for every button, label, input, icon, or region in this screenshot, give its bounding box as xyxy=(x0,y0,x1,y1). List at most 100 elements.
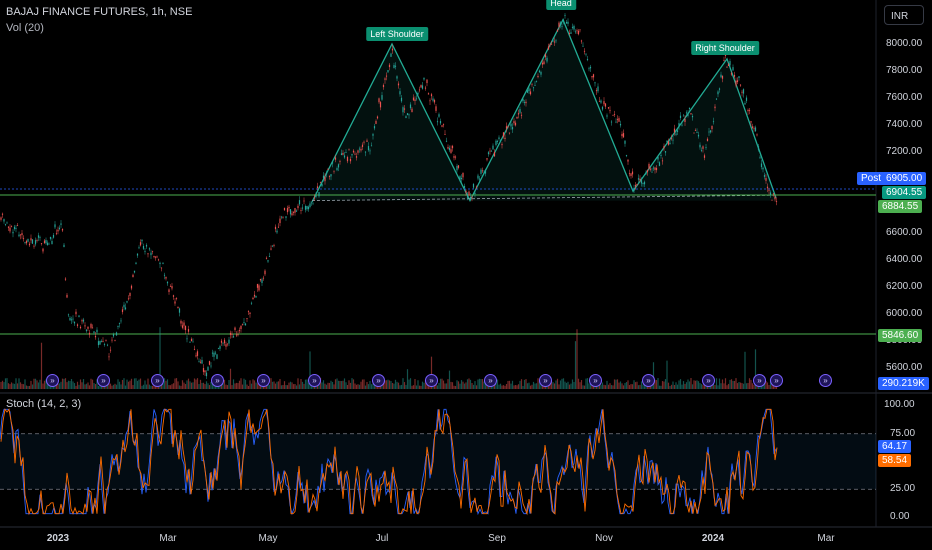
candle-body xyxy=(304,206,307,210)
volume-bar xyxy=(564,381,566,389)
volume-bar xyxy=(349,382,352,389)
right-shoulder-label[interactable]: Right Shoulder xyxy=(691,41,759,55)
volume-bar xyxy=(234,383,236,389)
volume-bar xyxy=(639,384,641,389)
volume-bar xyxy=(151,385,154,389)
volume-bar xyxy=(697,381,700,389)
volume-bar xyxy=(726,385,728,389)
candle-body xyxy=(513,121,515,124)
volume-bar xyxy=(673,385,676,389)
event-icon[interactable]: » xyxy=(211,374,224,387)
candle-body xyxy=(43,240,46,244)
currency-button[interactable]: INR xyxy=(884,5,924,25)
event-icon[interactable]: » xyxy=(484,374,497,387)
candle-body xyxy=(276,230,278,233)
volume-bar xyxy=(223,379,226,389)
volume-bar xyxy=(142,384,145,389)
candle-body xyxy=(279,218,281,224)
event-icon[interactable]: » xyxy=(151,374,164,387)
event-icon[interactable]: » xyxy=(308,374,321,387)
volume-bar xyxy=(384,380,386,389)
candle-body xyxy=(106,344,109,346)
volume-bar xyxy=(90,378,92,389)
event-icon[interactable]: » xyxy=(372,374,385,387)
volume-bar xyxy=(694,380,697,389)
volume-bar xyxy=(24,379,26,389)
candle-body xyxy=(240,325,242,330)
candle-body xyxy=(105,340,107,342)
candle-body xyxy=(468,191,470,196)
event-icon[interactable]: » xyxy=(46,374,59,387)
event-icon[interactable]: » xyxy=(539,374,552,387)
event-icon[interactable]: » xyxy=(257,374,270,387)
event-icon[interactable]: » xyxy=(753,374,766,387)
candle-body xyxy=(496,140,499,142)
candle-body xyxy=(756,134,758,136)
volume-bar xyxy=(765,380,767,389)
volume-bar xyxy=(370,384,373,389)
volume-bar xyxy=(721,379,724,389)
candle-body xyxy=(642,183,644,184)
volume-bar xyxy=(600,384,602,389)
volume-bar xyxy=(247,385,250,389)
candle-body xyxy=(672,139,674,141)
candle-body xyxy=(52,234,55,238)
candle-body xyxy=(376,116,379,119)
candle-body xyxy=(33,245,35,247)
event-icon[interactable]: » xyxy=(770,374,783,387)
volume-bar xyxy=(93,382,95,389)
candle-body xyxy=(393,64,395,69)
volume-bar xyxy=(732,380,734,389)
candle-body xyxy=(73,321,76,324)
candle-body xyxy=(660,154,662,156)
volume-bar xyxy=(478,378,481,389)
event-icon[interactable]: » xyxy=(425,374,438,387)
volume-bar xyxy=(744,351,746,389)
candle-body xyxy=(321,183,323,187)
volume-bar xyxy=(129,380,131,389)
volume-bar xyxy=(579,382,581,389)
head-label[interactable]: Head xyxy=(546,0,576,10)
symbol-legend[interactable]: BAJAJ FINANCE FUTURES, 1h, NSE xyxy=(6,6,193,18)
volume-bar xyxy=(577,378,580,389)
event-icon[interactable]: » xyxy=(702,374,715,387)
volume-bar xyxy=(235,382,238,389)
left-shoulder-label[interactable]: Left Shoulder xyxy=(366,27,428,41)
volume-bar xyxy=(420,385,422,389)
volume-bar xyxy=(285,385,287,389)
volume-bar xyxy=(322,380,325,389)
volume-bar xyxy=(202,382,205,389)
volume-bar xyxy=(210,381,212,389)
candle-body xyxy=(723,60,725,61)
event-icon[interactable]: » xyxy=(819,374,832,387)
candle-body xyxy=(97,341,100,346)
volume-bar xyxy=(72,381,74,389)
volume-legend[interactable]: Vol (20) xyxy=(6,22,44,34)
candle-body xyxy=(502,132,505,137)
stoch-legend[interactable]: Stoch (14, 2, 3) xyxy=(6,398,82,410)
volume-bar xyxy=(766,382,769,389)
event-icon[interactable]: » xyxy=(589,374,602,387)
event-icon[interactable]: » xyxy=(642,374,655,387)
candle-body xyxy=(114,340,116,342)
candle-body xyxy=(486,158,488,160)
candle-body xyxy=(694,130,697,131)
candle-body xyxy=(667,141,670,145)
candle-body xyxy=(702,146,704,149)
candle-body xyxy=(676,130,679,132)
candle-body xyxy=(556,30,559,32)
volume-bar xyxy=(526,383,529,389)
candle-body xyxy=(687,112,689,116)
candle-body xyxy=(138,247,140,249)
candle-body xyxy=(156,256,158,258)
volume-bar xyxy=(352,379,355,389)
volume-bar xyxy=(658,385,661,389)
candle-body xyxy=(115,332,118,336)
candle-body xyxy=(501,144,503,146)
candle-body xyxy=(526,90,529,93)
candle-body xyxy=(237,334,239,336)
event-icon[interactable]: » xyxy=(97,374,110,387)
candle-body xyxy=(379,102,382,108)
candle-body xyxy=(387,70,389,73)
